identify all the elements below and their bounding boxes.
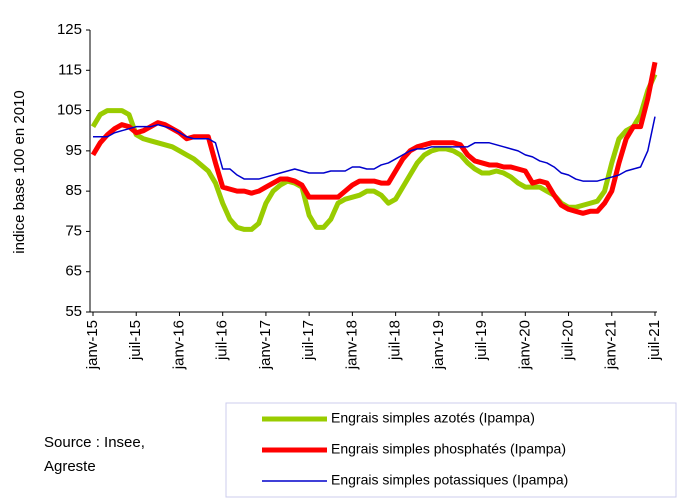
y-tick-label: 125: [57, 21, 82, 38]
x-tick-label: juil-20: [560, 320, 577, 361]
legend-label: Engrais simples potassiques (Ipampa): [331, 472, 568, 488]
y-tick-label: 55: [65, 303, 82, 320]
x-tick-label: janv-16: [170, 320, 187, 370]
x-tick-label: janv-20: [516, 320, 533, 370]
x-tick-label: janv-17: [257, 320, 274, 370]
x-tick-label: juil-19: [473, 320, 490, 361]
series-line: [90, 73, 658, 232]
x-tick-label: janv-21: [603, 320, 620, 370]
y-tick-label: 65: [65, 263, 82, 280]
x-tick-label: juil-21: [646, 320, 663, 361]
y-tick-label: 95: [65, 142, 82, 159]
legend-label: Engrais simples azotés (Ipampa): [331, 410, 535, 426]
y-tick-label: 85: [65, 182, 82, 199]
legend: Engrais simples azotés (Ipampa) Engrais s…: [262, 410, 568, 488]
legend-label: Engrais simples phosphatés (Ipampa): [331, 441, 566, 457]
x-tick-label: juil-18: [387, 320, 404, 361]
series-line: [93, 116, 656, 182]
x-tick-label: juil-17: [300, 320, 317, 361]
y-tick-label: 75: [65, 222, 82, 239]
source: Agreste: [44, 458, 96, 475]
x-tick-label: janv-15: [84, 320, 101, 370]
series-line: [90, 61, 658, 216]
x-tick-label: juil-15: [127, 320, 144, 361]
x-tick-label: janv-18: [343, 320, 360, 370]
y-axis-label: indice base 100 en 2010: [11, 90, 28, 253]
x-tick-label: janv-19: [430, 320, 447, 370]
y-tick-label: 105: [57, 102, 82, 119]
y-tick-label: 115: [58, 61, 82, 78]
source: Source : Insee,: [44, 434, 145, 451]
x-tick-label: juil-16: [214, 320, 231, 361]
